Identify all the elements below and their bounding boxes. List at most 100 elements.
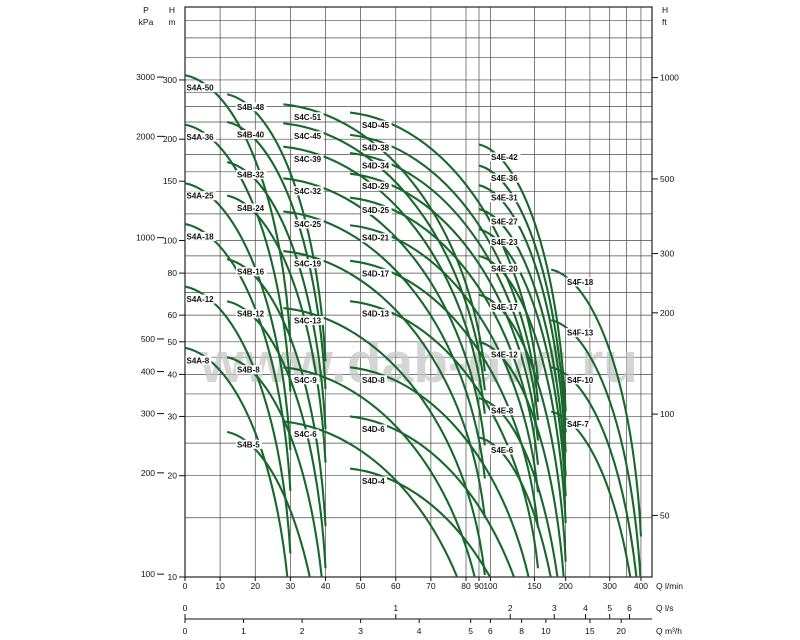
m3h-tick-8: 8	[519, 626, 524, 636]
curve-label-bg	[361, 142, 392, 152]
m-tick-200: 200	[163, 134, 177, 144]
curve-label-S4B-8: S4B-8	[237, 366, 260, 375]
pump-curve-S4A-12	[185, 285, 292, 554]
curve-label-bg	[236, 170, 267, 180]
kpa-tick-400: 400	[141, 367, 155, 377]
curve-label-bg	[185, 83, 217, 93]
curve-label-S4C-19: S4C-19	[294, 260, 322, 269]
axis-q-lmin: 0 10 20 30 40 50 60 70 80 90 100 150 200 300 400 Q l/mi…	[183, 577, 683, 591]
curve-label-bg	[566, 328, 597, 338]
curve-label-S4E-23: S4E-23	[491, 238, 518, 247]
m3h-tick-10: 10	[541, 626, 551, 636]
curve-label-S4D-6: S4D-6	[362, 425, 385, 434]
axis-unit-ft: ft	[662, 17, 667, 27]
pump-curve-S4B-5	[226, 430, 311, 577]
curve-label-S4F-18: S4F-18	[567, 278, 594, 287]
plot-frame	[184, 6, 653, 578]
m3h-tick-0: 0	[183, 626, 188, 636]
lmin-tick-0: 0	[183, 581, 188, 591]
curve-label-S4D-38: S4D-38	[362, 143, 390, 152]
curve-label-bg	[236, 309, 267, 319]
curve-label-S4B-12: S4B-12	[237, 310, 265, 319]
curve-label-bg	[490, 445, 516, 455]
curve-label-bg	[236, 129, 267, 139]
curve-label-bg	[361, 160, 392, 170]
m3h-tick-20: 20	[616, 626, 626, 636]
curve-label-S4B-24: S4B-24	[237, 204, 265, 213]
curve-label-S4D-8: S4D-8	[362, 376, 385, 385]
curve-label-S4D-21: S4D-21	[362, 234, 390, 243]
kpa-tick-100: 100	[141, 569, 155, 579]
axis-unit-ls: Q l/s	[656, 603, 673, 613]
axis-title-h-ft: H	[662, 5, 668, 15]
curve-label-bg	[293, 112, 324, 122]
m-tick-30: 30	[168, 411, 178, 421]
curve-label-bg	[566, 419, 592, 429]
curve-label-bg	[361, 268, 392, 278]
curve-label-bg	[490, 193, 521, 203]
grid	[185, 7, 652, 577]
curve-label-S4E-27: S4E-27	[491, 218, 518, 227]
axis-head-ft: Hft 1000 500 300 200 100 50	[652, 5, 679, 520]
curve-label-bg	[185, 132, 217, 142]
curve-label-bg	[490, 173, 521, 183]
curve-label-bg	[185, 294, 217, 304]
axis-head-m: Hm 300 200 150 100 80 60 50 40 30 20 10	[163, 5, 185, 582]
lmin-tick-30: 30	[286, 581, 296, 591]
lmin-tick-40: 40	[321, 581, 331, 591]
m3h-tick-6: 6	[488, 626, 493, 636]
curve-label-bg	[293, 219, 324, 229]
ft-tick-300: 300	[660, 249, 674, 259]
curve-label-S4E-20: S4E-20	[491, 264, 518, 273]
curve-label-S4F-10: S4F-10	[567, 376, 594, 385]
ft-tick-500: 500	[660, 174, 674, 184]
curve-label-S4C-45: S4C-45	[294, 132, 322, 141]
curve-label-bg	[361, 181, 392, 191]
curve-label-bg	[185, 191, 217, 201]
m-tick-40: 40	[168, 369, 178, 379]
m-tick-20: 20	[168, 471, 178, 481]
kpa-tick-200: 200	[141, 468, 155, 478]
curve-label-bg	[293, 429, 319, 439]
curve-label-bg	[490, 152, 521, 162]
curve-label-S4D-45: S4D-45	[362, 121, 390, 130]
curve-label-S4D-29: S4D-29	[362, 182, 390, 191]
curve-label-S4B-5: S4B-5	[237, 440, 260, 449]
pump-curve-S4C-9	[283, 366, 476, 577]
curve-label-S4E-17: S4E-17	[491, 303, 518, 312]
curve-label-bg	[566, 277, 597, 287]
curve-label-bg	[293, 186, 324, 196]
curve-label-bg	[236, 102, 267, 112]
kpa-tick-2000: 2000	[136, 131, 155, 141]
curve-label-S4D-13: S4D-13	[362, 310, 390, 319]
curve-label-bg	[490, 349, 521, 359]
curve-label-bg	[361, 375, 387, 385]
curve-label-bg	[490, 237, 521, 247]
lmin-tick-150: 150	[527, 581, 541, 591]
axis-q-ls-m3h: 0 1 2 3 4 5 6 Q l/s 0 1 2 3 4 5 6 8 10 15 20 Q m³/h	[183, 603, 683, 636]
curve-label-S4D-4: S4D-4	[362, 477, 385, 486]
m-tick-80: 80	[168, 268, 178, 278]
ft-tick-200: 200	[660, 308, 674, 318]
m-tick-300: 300	[163, 75, 177, 85]
axis-unit-kpa: kPa	[139, 17, 154, 27]
curve-label-S4E-42: S4E-42	[491, 153, 518, 162]
m-tick-60: 60	[168, 310, 178, 320]
curve-label-bg	[293, 316, 324, 326]
curve-label-S4A-18: S4A-18	[187, 232, 215, 241]
curve-label-S4A-36: S4A-36	[187, 133, 215, 142]
curve-label-S4E-12: S4E-12	[491, 350, 518, 359]
lmin-tick-100: 100	[483, 581, 497, 591]
curve-label-bg	[361, 120, 392, 130]
curve-label-S4A-8: S4A-8	[187, 356, 210, 365]
m3h-tick-3: 3	[358, 626, 363, 636]
lmin-tick-200: 200	[559, 581, 573, 591]
curve-label-bg	[361, 309, 392, 319]
lmin-tick-70: 70	[426, 581, 436, 591]
kpa-tick-1000: 1000	[136, 233, 155, 243]
lmin-tick-10: 10	[215, 581, 225, 591]
curve-label-S4B-16: S4B-16	[237, 268, 265, 277]
curve-label-S4C-25: S4C-25	[294, 220, 322, 229]
m3h-tick-1: 1	[241, 626, 246, 636]
